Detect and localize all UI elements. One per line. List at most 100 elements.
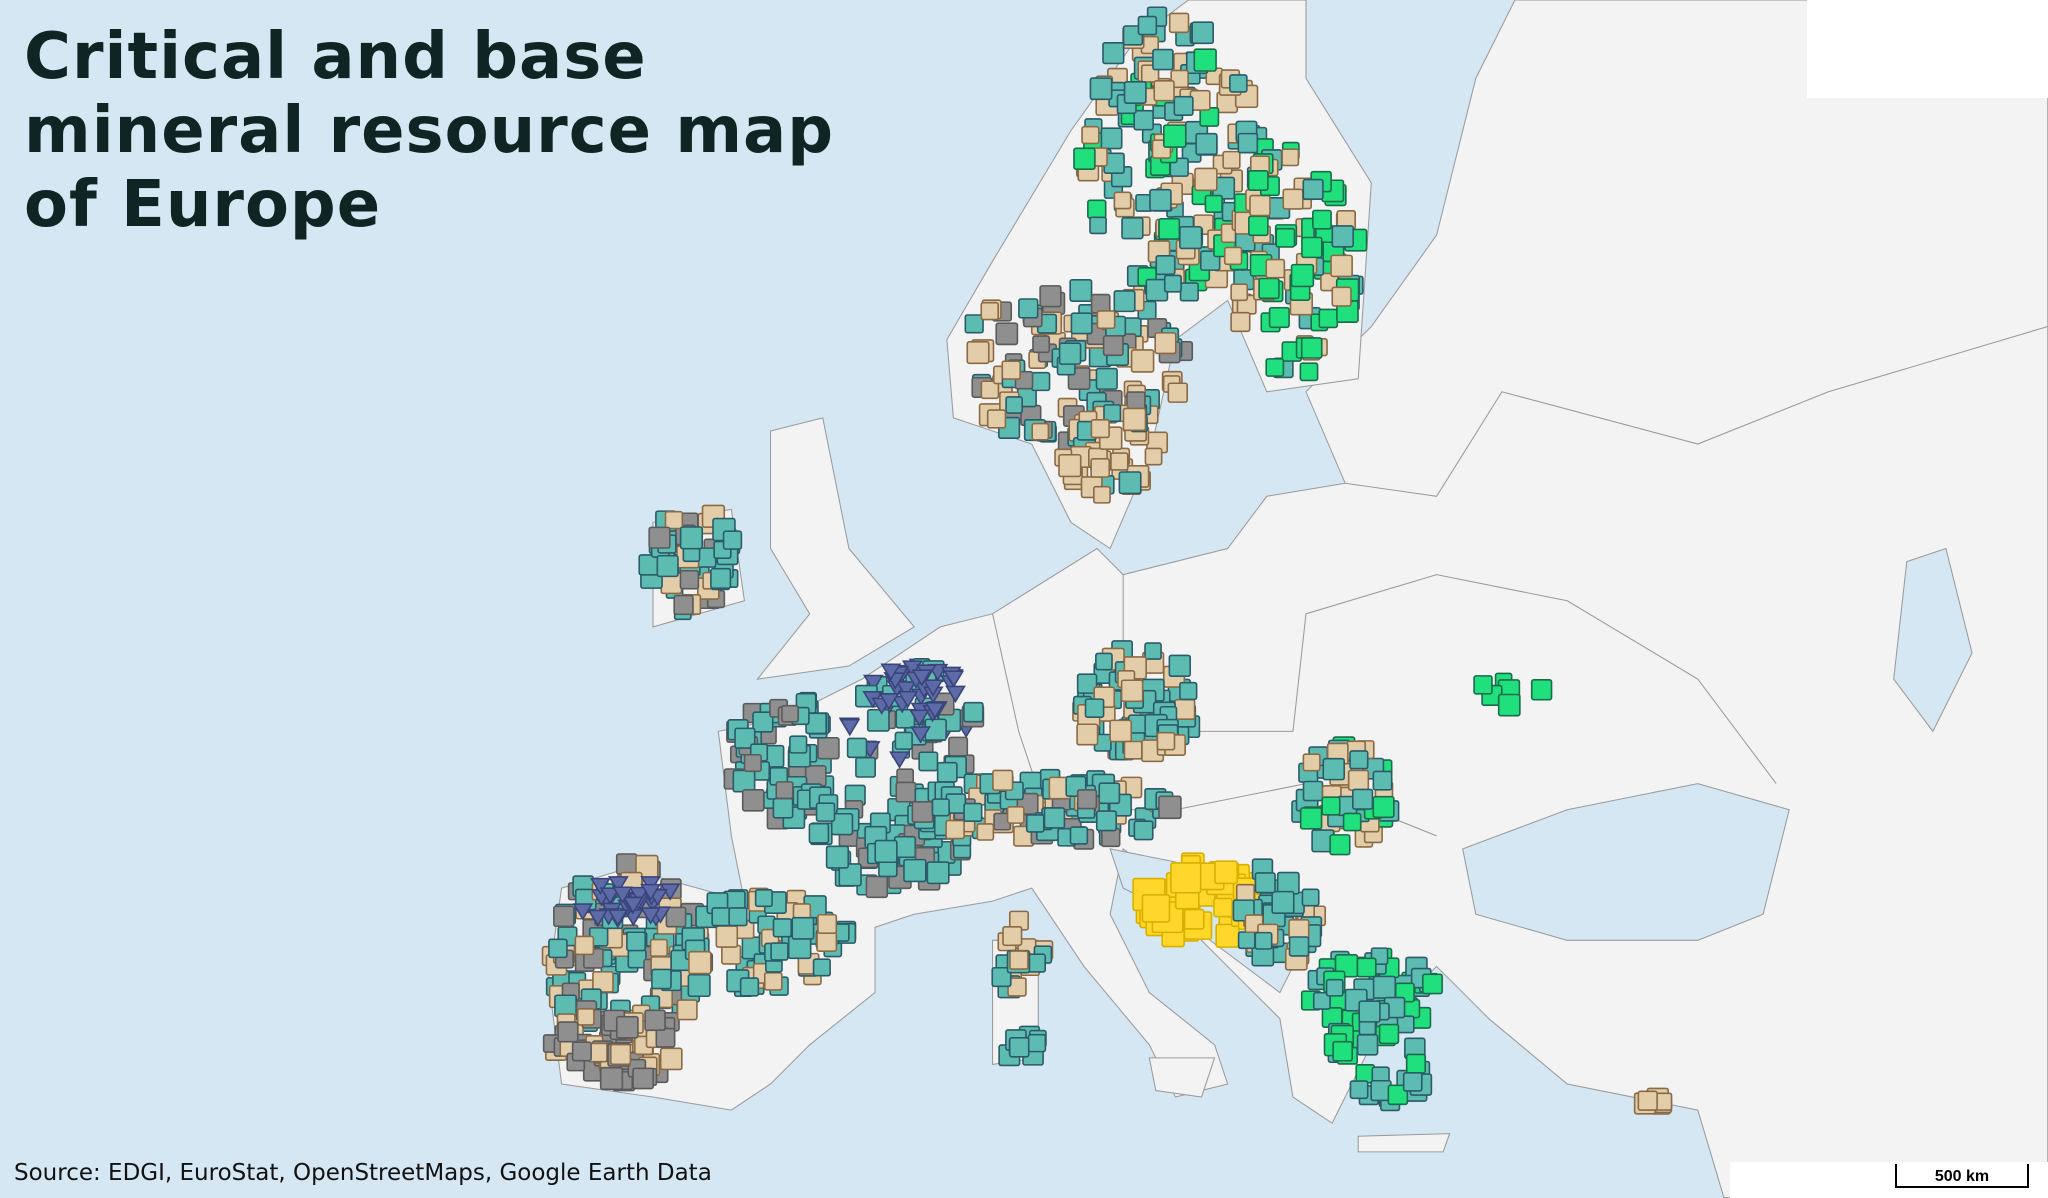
deposit-marker bbox=[903, 858, 927, 883]
deposit-marker bbox=[1473, 675, 1493, 695]
deposit-marker bbox=[1087, 199, 1107, 219]
deposit-marker bbox=[548, 938, 568, 959]
deposit-marker bbox=[721, 944, 742, 965]
deposit-marker bbox=[1422, 973, 1443, 995]
deposit-marker bbox=[1032, 335, 1051, 354]
deposit-marker bbox=[817, 913, 838, 934]
deposit-marker bbox=[918, 751, 939, 772]
deposit-marker bbox=[1090, 293, 1111, 314]
deposit-marker bbox=[1163, 274, 1182, 293]
deposit-marker bbox=[752, 711, 774, 733]
deposit-marker bbox=[911, 669, 933, 687]
deposit-marker bbox=[1342, 812, 1362, 832]
deposit-marker bbox=[894, 731, 913, 750]
deposit-marker bbox=[839, 718, 861, 737]
corner-box bbox=[1807, 0, 2048, 98]
source: Source: EDGI, EuroStat, OpenStreetMaps, … bbox=[14, 1160, 712, 1186]
deposit-marker bbox=[1356, 1034, 1379, 1056]
deposit-marker bbox=[936, 761, 958, 783]
great-britain bbox=[756, 417, 915, 680]
deposit-marker bbox=[1268, 306, 1290, 329]
deposit-marker bbox=[1349, 1080, 1369, 1100]
deposit-marker bbox=[648, 526, 671, 549]
deposit-marker bbox=[1058, 453, 1082, 478]
deposit-marker bbox=[1247, 170, 1269, 191]
deposit-marker bbox=[781, 704, 799, 723]
deposit-marker bbox=[673, 594, 694, 616]
deposit-marker bbox=[830, 812, 854, 836]
deposit-marker bbox=[1349, 750, 1369, 770]
deposit-marker bbox=[964, 314, 984, 334]
deposit-marker bbox=[1144, 642, 1162, 660]
deposit-marker bbox=[816, 931, 838, 953]
deposit-marker bbox=[638, 554, 660, 576]
deposit-marker bbox=[1301, 236, 1323, 259]
deposit-marker bbox=[1058, 342, 1082, 365]
deposit-marker bbox=[889, 751, 910, 769]
deposit-marker bbox=[589, 877, 611, 896]
deposit-marker bbox=[743, 753, 762, 773]
deposit-marker bbox=[1089, 216, 1107, 235]
deposit-marker bbox=[659, 1047, 683, 1071]
deposit-marker bbox=[1222, 150, 1241, 170]
deposit-marker bbox=[1223, 246, 1243, 266]
deposit-marker bbox=[1288, 936, 1310, 957]
deposit-marker bbox=[1076, 673, 1098, 694]
deposit-marker bbox=[1230, 283, 1249, 302]
deposit-marker bbox=[1170, 862, 1202, 894]
deposit-marker bbox=[980, 380, 1000, 400]
deposit-marker bbox=[1130, 349, 1155, 373]
deposit-marker bbox=[1126, 391, 1146, 411]
deposit-marker bbox=[1299, 362, 1319, 382]
deposit-marker bbox=[711, 907, 731, 927]
deposit-marker bbox=[815, 802, 836, 822]
deposit-marker bbox=[1271, 890, 1295, 915]
deposit-marker bbox=[1168, 654, 1191, 678]
deposit-marker bbox=[676, 999, 698, 1021]
deposit-marker bbox=[1123, 740, 1143, 760]
deposit-marker bbox=[1155, 254, 1176, 276]
deposit-marker bbox=[732, 769, 756, 793]
deposit-marker bbox=[772, 918, 793, 938]
deposit-marker bbox=[1109, 719, 1133, 743]
deposit-marker bbox=[599, 887, 621, 905]
deposit-marker bbox=[1006, 806, 1025, 824]
deposit-marker bbox=[1325, 978, 1344, 997]
deposit-marker bbox=[1229, 74, 1248, 93]
deposit-marker bbox=[571, 1041, 592, 1062]
black-sea bbox=[1462, 783, 1790, 941]
deposit-marker bbox=[664, 510, 684, 530]
deposit-marker bbox=[1372, 975, 1397, 999]
deposit-marker bbox=[1027, 1033, 1047, 1053]
deposit-marker bbox=[1144, 447, 1163, 466]
deposit-marker bbox=[1073, 147, 1096, 170]
deposit-marker bbox=[1031, 422, 1050, 441]
deposit-marker bbox=[995, 322, 1019, 346]
deposit-marker bbox=[1096, 310, 1116, 330]
deposit-marker bbox=[1191, 21, 1215, 45]
deposit-marker bbox=[1282, 188, 1304, 210]
deposit-marker bbox=[592, 970, 614, 993]
deposit-marker bbox=[1137, 15, 1158, 36]
deposit-marker bbox=[804, 765, 827, 787]
caspian-sea bbox=[1893, 547, 1973, 733]
deposit-marker bbox=[924, 702, 946, 720]
deposit-marker bbox=[1122, 25, 1144, 46]
deposit-marker bbox=[1265, 258, 1286, 279]
deposit-marker bbox=[1347, 769, 1370, 791]
deposit-marker bbox=[1179, 282, 1199, 302]
deposit-marker bbox=[612, 886, 633, 904]
deposit-marker bbox=[1179, 225, 1203, 250]
deposit-marker bbox=[1102, 41, 1125, 65]
deposit-marker bbox=[576, 1007, 595, 1026]
deposit-marker bbox=[911, 801, 934, 823]
deposit-marker bbox=[1156, 731, 1176, 751]
deposit-marker bbox=[1095, 652, 1113, 671]
deposit-marker bbox=[1378, 1023, 1400, 1045]
deposit-marker bbox=[1090, 458, 1111, 478]
crete bbox=[1357, 1133, 1451, 1153]
deposit-marker bbox=[710, 567, 732, 589]
deposit-marker bbox=[1214, 860, 1238, 885]
deposit-marker bbox=[865, 875, 889, 899]
deposit-marker bbox=[1312, 991, 1331, 1010]
